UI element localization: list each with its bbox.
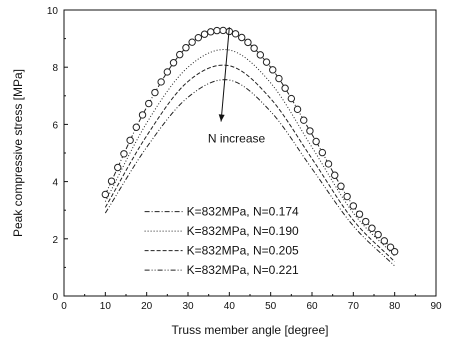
series-1-marker: [312, 137, 320, 146]
series-1-marker: [138, 111, 147, 119]
y-tick-label: 6: [52, 120, 58, 131]
series-1-marker: [281, 84, 289, 92]
series-1-marker: [275, 74, 283, 83]
series-1-marker: [188, 38, 196, 46]
x-tick-label: 10: [100, 301, 112, 312]
series-1-marker: [200, 30, 209, 38]
y-axis-title: Peak compressive stress [MPa]: [11, 69, 25, 237]
series-1-marker: [337, 182, 345, 190]
series-1-marker: [176, 50, 184, 59]
legend-label-2: K=832MPa, N=0.190: [187, 224, 299, 238]
series-1-marker: [231, 30, 240, 38]
series-1-marker: [163, 68, 172, 76]
series-1-marker: [343, 192, 351, 201]
series-1-marker: [219, 26, 227, 35]
series-1-marker: [374, 230, 382, 239]
series-1-marker: [293, 105, 302, 114]
y-tick-label: 2: [52, 235, 58, 246]
series-1-marker: [244, 38, 252, 47]
legend-label-3: K=832MPa, N=0.205: [187, 244, 299, 258]
series-1-marker: [287, 94, 296, 103]
x-tick-label: 90: [430, 301, 442, 312]
series-1-marker: [269, 66, 277, 74]
series-1-marker: [126, 136, 134, 144]
series-1-marker: [107, 177, 116, 185]
x-tick-label: 80: [389, 301, 401, 312]
x-tick-label: 70: [348, 301, 360, 312]
legend-label-4: K=832MPa, N=0.221: [187, 263, 299, 277]
annotation-label: N increase: [208, 132, 266, 146]
series-1-marker: [194, 33, 203, 42]
x-tick-label: 60: [306, 301, 318, 312]
series-1-marker: [151, 88, 159, 97]
series-1-marker: [169, 59, 178, 67]
series-line-3: [104, 64, 396, 263]
x-tick-label: 30: [182, 301, 194, 312]
series-1-marker: [362, 217, 370, 226]
y-tick-label: 0: [52, 292, 58, 303]
series-1-marker: [207, 28, 215, 36]
series-1-marker: [355, 210, 364, 218]
y-tick-label: 10: [47, 6, 59, 17]
series-1-marker: [318, 148, 327, 157]
x-tick-label: 50: [265, 301, 277, 312]
series-line-2: [104, 49, 396, 257]
series-1-marker: [300, 116, 308, 124]
x-tick-label: 0: [61, 301, 67, 312]
increase-arrow-line: [220, 27, 230, 122]
series-1-marker: [386, 243, 395, 251]
series-1-marker: [390, 247, 399, 256]
legend-label-1: K=832MPa, N=0.174: [187, 205, 299, 219]
series-1-marker: [238, 33, 246, 42]
y-tick-label: 4: [52, 178, 58, 189]
series-1-marker: [213, 26, 221, 35]
y-tick-label: 8: [52, 63, 58, 74]
series-1-marker: [380, 237, 389, 245]
series-1-marker: [120, 150, 128, 158]
series-1-marker: [262, 58, 271, 66]
arrow-head-icon: [218, 114, 225, 122]
x-axis-title: Truss member angle [degree]: [172, 323, 329, 337]
series-1-marker: [145, 99, 153, 108]
series-line-4: [104, 79, 396, 267]
series-1-marker: [324, 160, 333, 168]
series-1-marker: [256, 51, 265, 59]
series-1-marker: [349, 202, 358, 210]
series-1-marker: [250, 44, 258, 52]
x-tick-label: 40: [224, 301, 236, 312]
x-tick-label: 20: [141, 301, 153, 312]
series-1-marker: [157, 78, 165, 86]
series-1-marker: [368, 224, 376, 232]
series-1-marker: [101, 190, 110, 199]
series-1-marker: [182, 44, 190, 52]
series-1-marker: [132, 123, 141, 131]
series-1-marker: [114, 163, 122, 172]
series-1-marker: [306, 127, 314, 135]
series-1-marker: [331, 171, 339, 179]
